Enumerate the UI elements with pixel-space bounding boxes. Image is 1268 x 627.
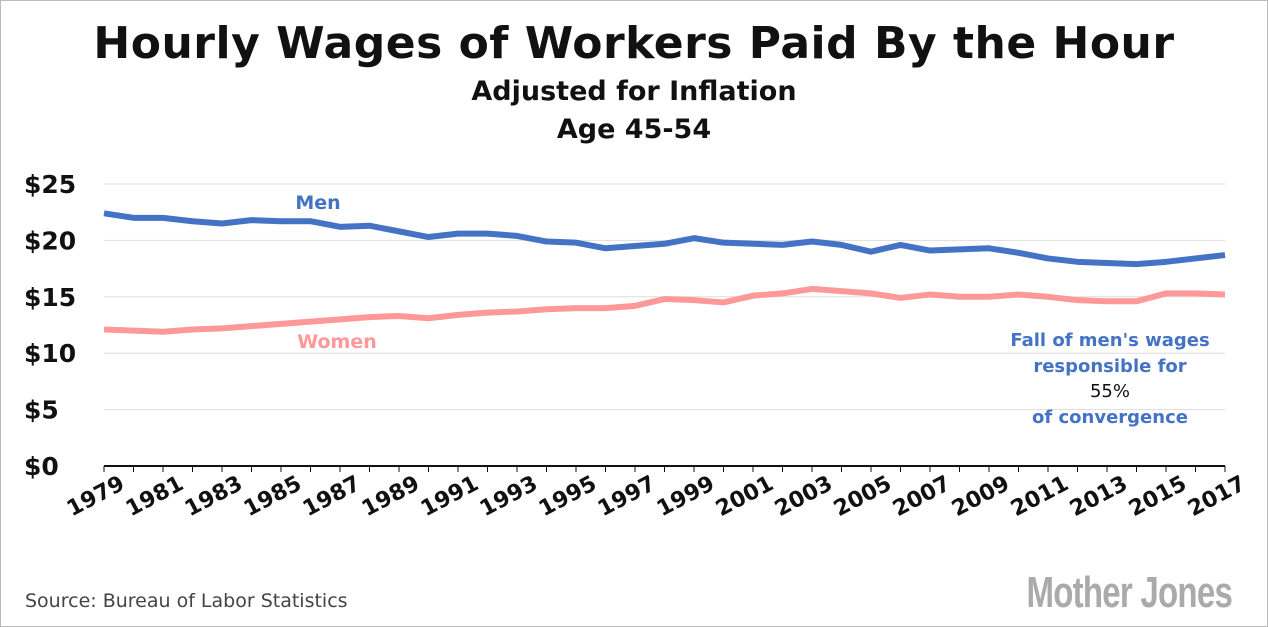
y-tick-label: $0	[24, 452, 59, 481]
x-tick-label: 2007	[889, 471, 955, 522]
x-tick-label: 2005	[830, 471, 896, 522]
annotation-line1: Fall of men's wages	[1010, 330, 1210, 351]
x-tick-label: 1993	[476, 471, 542, 522]
x-tick-label: 1987	[299, 471, 365, 522]
legend-label-women: Women	[297, 331, 377, 353]
annotation-value: 55%	[1089, 381, 1130, 402]
y-tick-label: $5	[24, 396, 59, 425]
mother-jones-logo: Mother Jones	[1026, 568, 1232, 617]
annotation: Fall of men's wages responsible for 55% …	[1010, 328, 1210, 430]
x-tick-label: 2013	[1066, 471, 1132, 522]
x-tick-label: 2011	[1007, 471, 1073, 522]
x-tick-label: 2009	[948, 471, 1014, 522]
chart-title: Hourly Wages of Workers Paid By the Hour	[93, 18, 1175, 69]
series-line-men	[103, 210, 1226, 268]
x-tick-label: 1985	[240, 471, 306, 522]
y-tick-label: $15	[24, 283, 76, 312]
x-tick-label: 1981	[122, 471, 188, 522]
x-tick-label: 1979	[63, 471, 129, 522]
source-note: Source: Bureau of Labor Statistics	[25, 590, 348, 612]
x-tick-label: 1989	[358, 471, 424, 522]
chart-subtitle-1: Adjusted for Inflation	[471, 76, 797, 107]
x-tick-label: 1991	[417, 471, 483, 522]
x-tick-label: 1983	[181, 471, 247, 522]
x-tick-label: 1997	[594, 471, 660, 522]
x-tick-label: 2001	[712, 471, 778, 522]
annotation-line2: responsible for	[1033, 355, 1187, 377]
x-tick-label: 2003	[771, 471, 837, 522]
annotation-line3: of convergence	[1032, 406, 1188, 428]
y-tick-label: $20	[24, 226, 76, 255]
x-tick-label: 1995	[535, 471, 601, 522]
x-tick-label: 1999	[653, 471, 719, 522]
x-tick-label: 2015	[1125, 471, 1191, 522]
series-line-women	[103, 285, 1226, 335]
legend-label-men: Men	[295, 192, 340, 214]
x-tick-label: 2017	[1184, 471, 1250, 522]
y-tick-label: $25	[24, 170, 76, 199]
y-tick-label: $10	[24, 339, 76, 368]
chart-subtitle-2: Age 45-54	[556, 114, 712, 145]
